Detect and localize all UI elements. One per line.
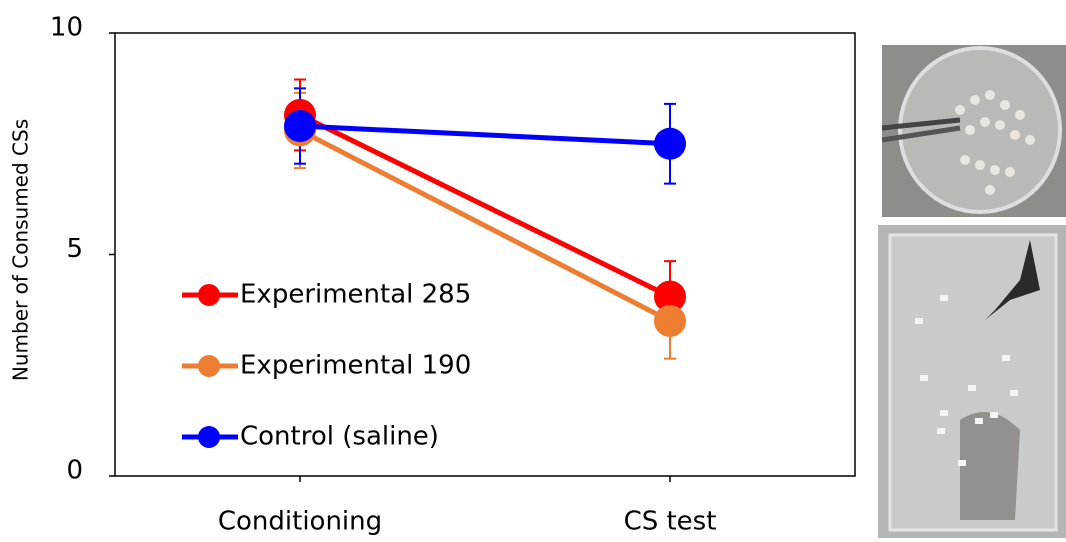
y-tick-label: 10: [50, 13, 83, 43]
y-axis-label: Number of Consumed CSs: [9, 119, 33, 381]
x-tick-label: Conditioning: [218, 507, 382, 537]
plot-frame: [115, 33, 855, 476]
legend-marker: [198, 355, 220, 377]
x-tick-label: CS test: [624, 507, 717, 537]
photo-dish: [882, 45, 1066, 217]
legend-label: Experimental 285: [240, 280, 471, 310]
legend-label: Control (saline): [240, 422, 439, 452]
y-tick-label: 5: [66, 234, 83, 264]
y-tick-label: 0: [66, 456, 83, 486]
marker: [654, 305, 686, 337]
page: Number of Consumed CSs 0 5 10 Conditioning C…: [0, 0, 1066, 538]
marker: [654, 128, 686, 160]
legend-marker: [198, 284, 220, 306]
legend-marker: [198, 426, 220, 448]
photo-container: [878, 225, 1066, 538]
legend-label: Experimental 190: [240, 351, 471, 381]
marker: [284, 110, 316, 142]
chart: Number of Consumed CSs 0 5 10 Conditioning C…: [0, 0, 1066, 538]
